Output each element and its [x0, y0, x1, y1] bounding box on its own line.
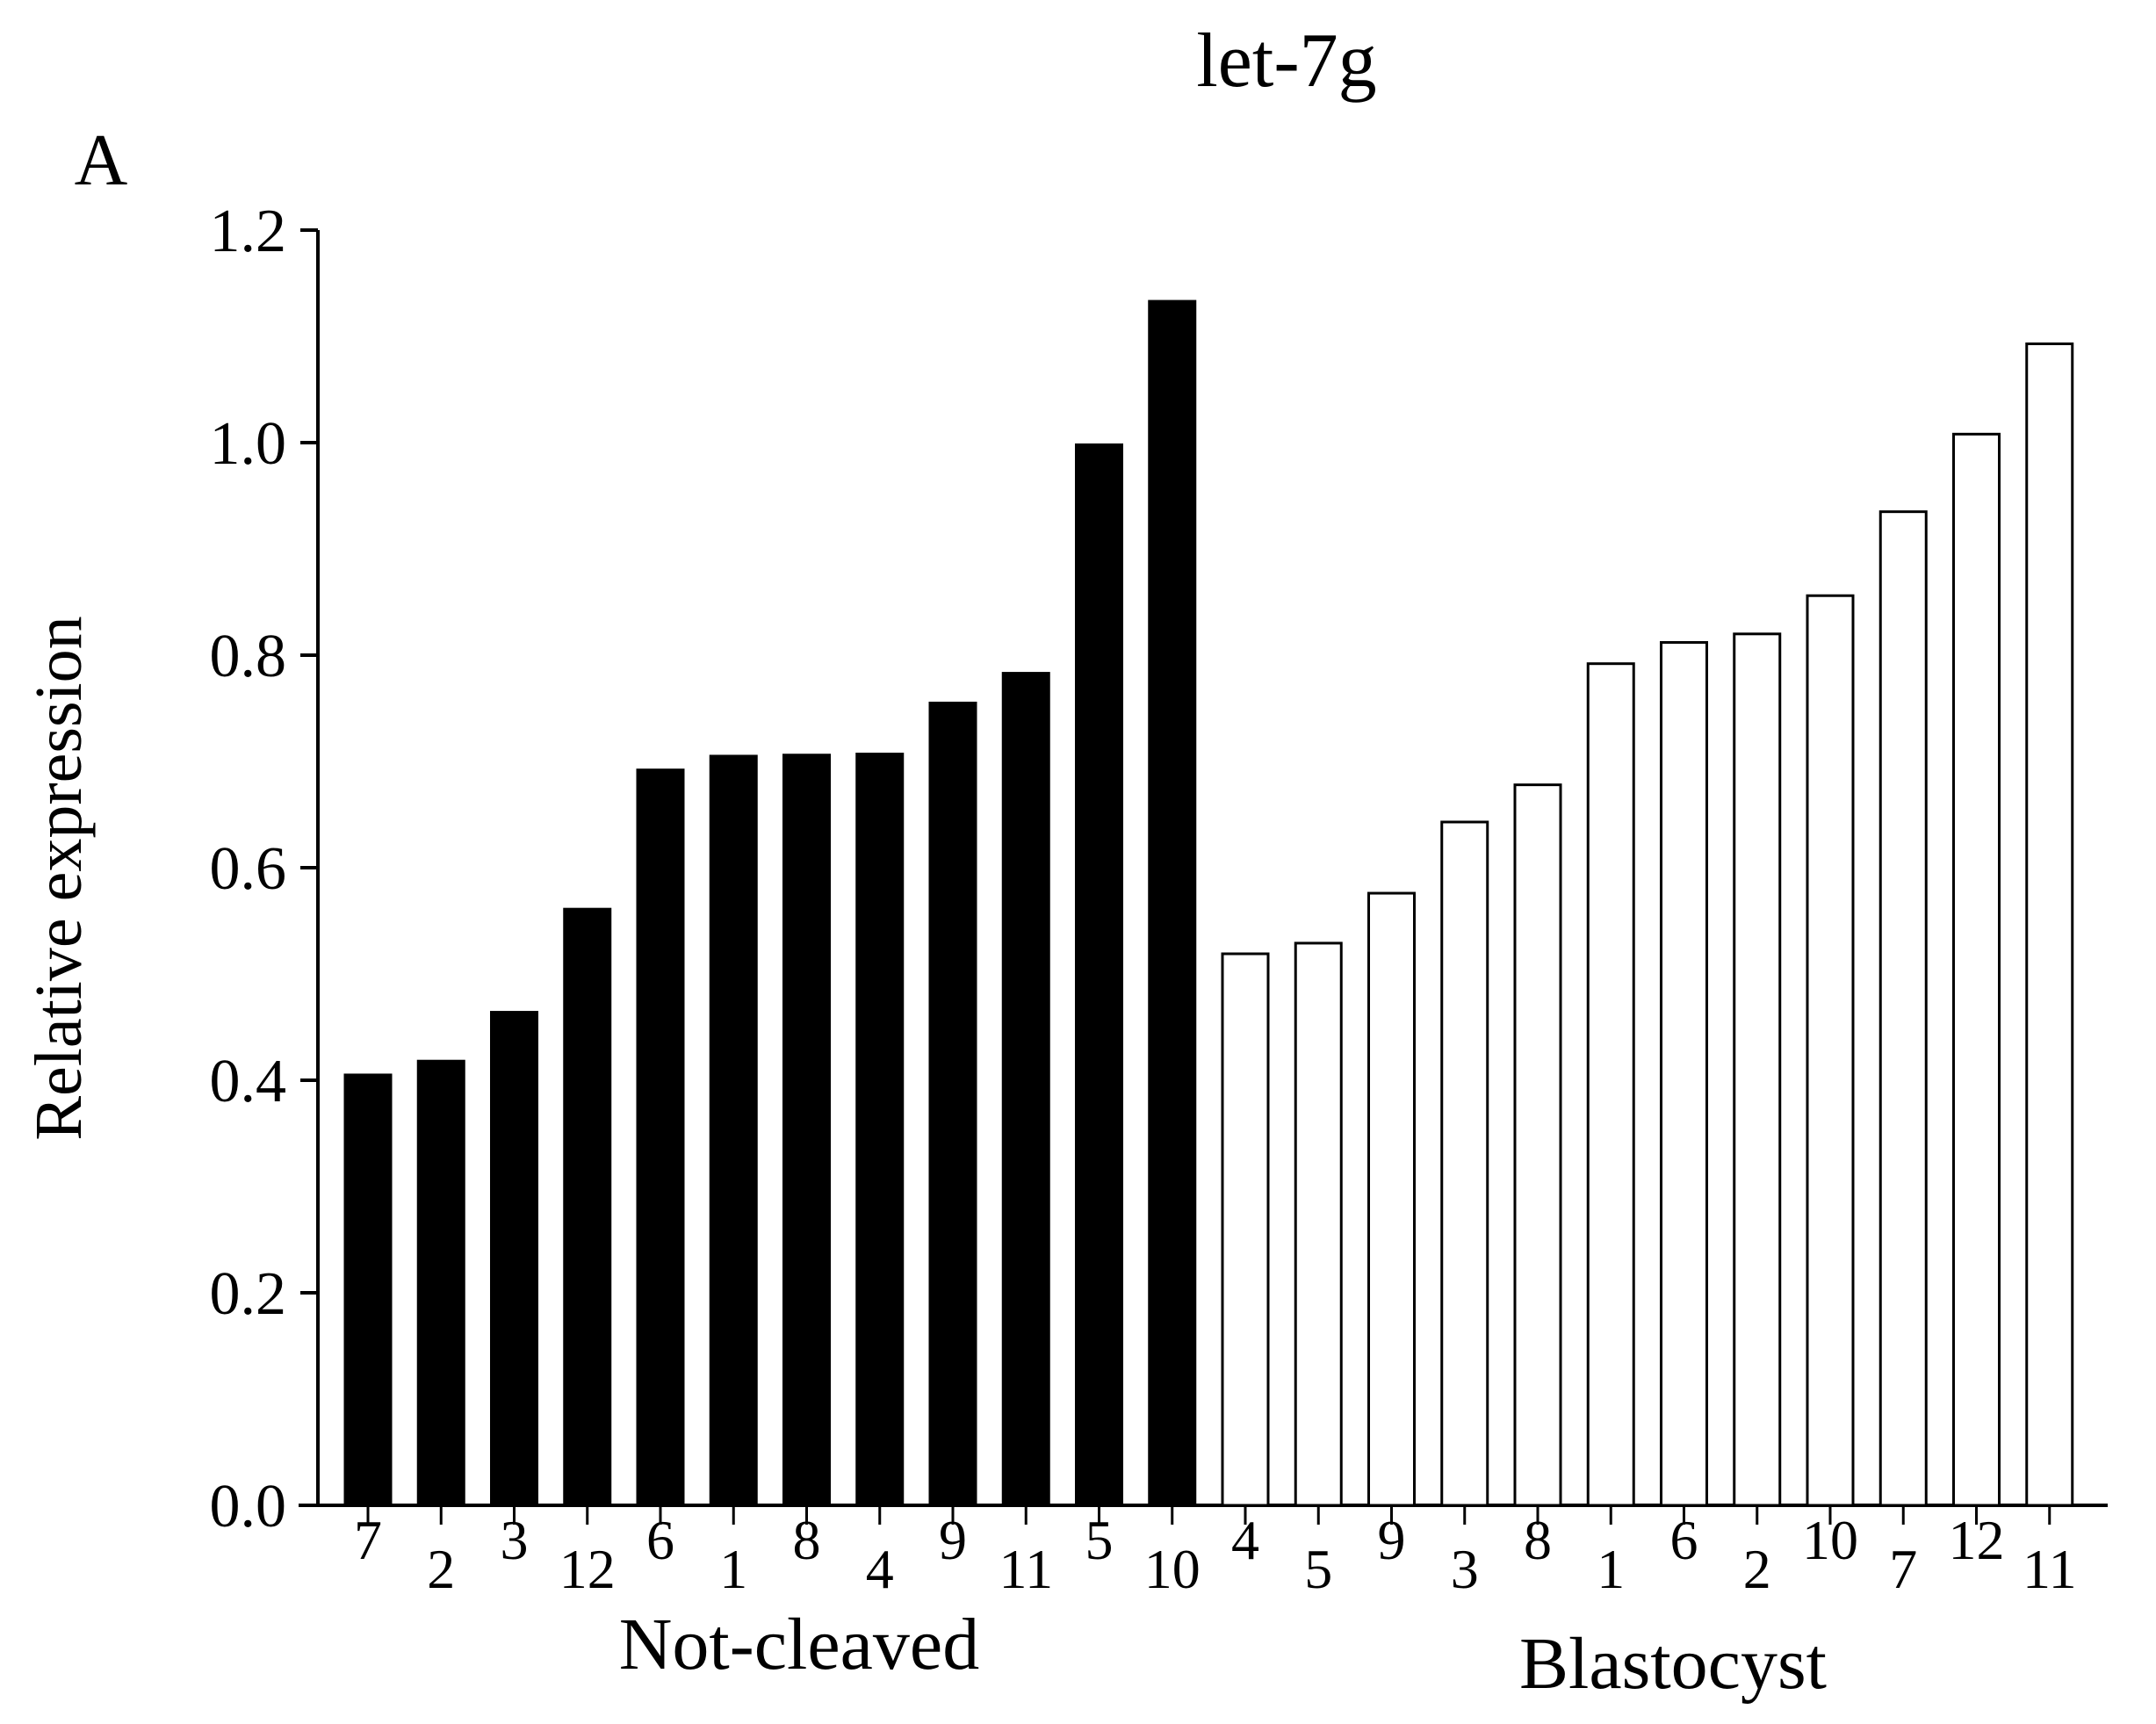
x-tick-label: 9 [939, 1509, 967, 1571]
x-tick-label: 8 [793, 1509, 821, 1571]
bar-not-cleaved-11 [1001, 672, 1050, 1507]
bar-not-cleaved-5 [1075, 443, 1123, 1507]
x-tick-label: 10 [1802, 1509, 1858, 1571]
bar-not-cleaved-4 [855, 753, 905, 1507]
bar-blastocyst-5 [1294, 941, 1343, 1507]
x-tick-label: 2 [427, 1538, 455, 1600]
x-tick-label: 10 [1144, 1538, 1201, 1600]
chart-title: let-7g [1196, 18, 1376, 104]
y-tick-label: 0.4 [210, 1048, 287, 1115]
x-tick-label: 1 [1597, 1538, 1625, 1600]
x-tick-label: 11 [999, 1538, 1053, 1600]
x-tick-label: 4 [866, 1538, 894, 1600]
y-ticks: 0.0 0.2 0.4 0.6 0.8 1.0 1.2 [210, 198, 318, 1540]
x-tick-labels: 7 2 3 12 6 1 8 4 9 11 5 10 4 5 9 3 8 1 6 2 10 7 12 11 [354, 1505, 2077, 1600]
bar-blastocyst-9 [1367, 891, 1416, 1507]
y-tick-label: 0.6 [210, 835, 287, 903]
y-axis-label: Relative expression [22, 616, 96, 1140]
x-tick-label: 12 [1949, 1509, 2005, 1571]
x-tick-label: 12 [559, 1538, 616, 1600]
x-tick-label: 8 [1524, 1509, 1552, 1571]
bar-not-cleaved-12 [563, 907, 612, 1507]
bar-blastocyst-6 [1660, 640, 1708, 1507]
x-tick-label: 4 [1231, 1509, 1259, 1571]
x-tick-label: 3 [501, 1509, 529, 1571]
x-tick-label: 6 [646, 1509, 674, 1571]
bar-not-cleaved-2 [416, 1059, 465, 1507]
bar-not-cleaved-10 [1148, 299, 1197, 1507]
y-tick-label: 0.8 [210, 623, 287, 690]
x-tick-label: 7 [354, 1509, 382, 1571]
bar-blastocyst-10 [1806, 594, 1855, 1507]
bar-not-cleaved-9 [928, 701, 977, 1507]
bar-blastocyst-8 [1513, 783, 1562, 1507]
bar-blastocyst-11 [2025, 342, 2074, 1507]
bar-not-cleaved-3 [490, 1011, 538, 1507]
bar-blastocyst-7 [1878, 510, 1928, 1507]
x-tick-label: 6 [1670, 1509, 1698, 1571]
bar-blastocyst-4 [1221, 952, 1270, 1507]
bar-not-cleaved-7 [343, 1073, 393, 1507]
x-tick-label: 5 [1304, 1538, 1332, 1600]
bar-blastocyst-3 [1440, 820, 1489, 1507]
x-tick-label: 9 [1378, 1509, 1406, 1571]
bar-blastocyst-12 [1952, 432, 2001, 1507]
x-tick-label: 3 [1451, 1538, 1479, 1600]
x-tick-label: 7 [1889, 1538, 1917, 1600]
x-tick-label: 5 [1085, 1509, 1114, 1571]
y-tick-label: 0.0 [210, 1473, 287, 1540]
bar-not-cleaved-6 [636, 768, 685, 1507]
panel-label: A [75, 119, 128, 201]
bar-not-cleaved-1 [709, 754, 758, 1507]
x-tick-label: 1 [719, 1538, 747, 1600]
bars [343, 299, 2074, 1507]
y-tick-label: 1.2 [210, 198, 287, 265]
bar-not-cleaved-8 [782, 754, 831, 1507]
bar-blastocyst-1 [1586, 662, 1635, 1507]
group-label-not-cleaved: Not-cleaved [619, 1604, 979, 1685]
x-tick-label: 2 [1743, 1538, 1771, 1600]
y-tick-label: 1.0 [210, 410, 287, 478]
bar-blastocyst-2 [1733, 632, 1782, 1507]
x-tick-label: 11 [2023, 1538, 2077, 1600]
y-tick-label: 0.2 [210, 1260, 287, 1328]
group-label-blastocyst: Blastocyst [1519, 1623, 1827, 1705]
